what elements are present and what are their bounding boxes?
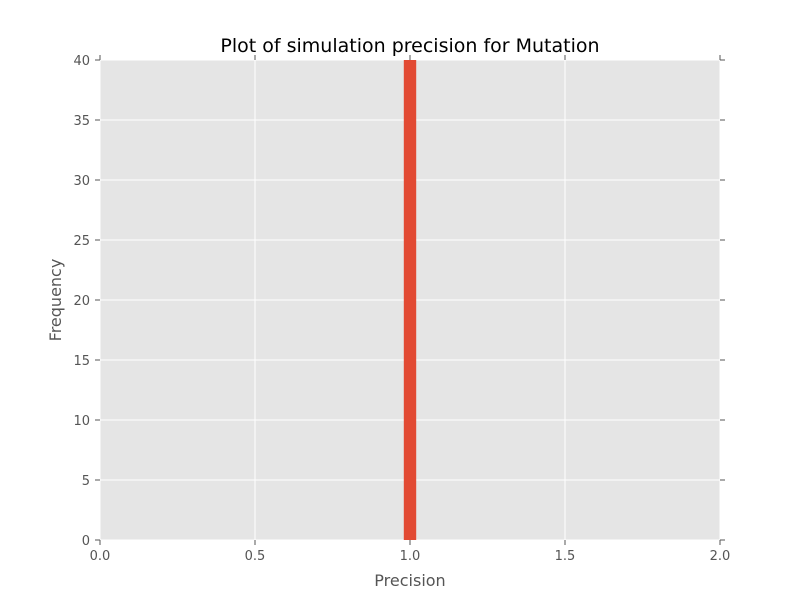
bars [403,60,417,540]
histogram-bar [403,60,417,540]
x-tick-label: 0.0 [90,549,111,564]
y-tick-label: 35 [73,114,90,129]
y-tick-label: 25 [73,234,90,249]
x-tick-label: 0.5 [245,549,266,564]
chart-title: Plot of simulation precision for Mutatio… [220,35,599,57]
x-axis-label: Precision [374,571,445,590]
y-tick-label: 0 [82,534,90,549]
tick-labels: 0.0 0.5 1.0 1.5 2.0 0 5 10 15 20 25 30 35 40 [73,54,730,564]
y-tick-label: 40 [73,54,90,69]
y-tick-label: 10 [73,414,90,429]
y-tick-label: 30 [73,174,90,189]
x-tick-label: 1.0 [400,549,421,564]
y-axis-label: Frequency [46,259,65,342]
y-tick-label: 15 [73,354,90,369]
y-tick-label: 20 [73,294,90,309]
y-tick-label: 5 [82,474,90,489]
x-tick-label: 2.0 [710,549,731,564]
x-tick-label: 1.5 [555,549,576,564]
axis-ticks [95,55,725,545]
